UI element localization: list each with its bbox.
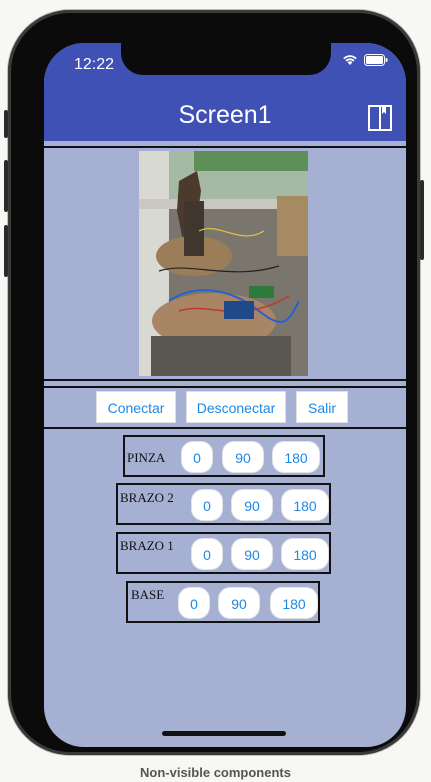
mute-switch [4,110,8,138]
exit-button[interactable]: Salir [296,391,348,423]
brazo-1-0-button[interactable]: 0 [191,538,223,570]
control-row-brazo-2: BRAZO 2 0 90 180 [116,483,331,525]
pinza-90-button[interactable]: 90 [222,441,264,473]
connect-button[interactable]: Conectar [96,391,176,423]
screen-title: Screen1 [178,101,272,129]
status-time: 12:22 [74,56,115,73]
connection-buttons: Conectar Desconectar Salir [44,391,406,423]
control-label: BRAZO 2 [120,490,174,505]
control-row-base: BASE 0 90 180 [126,581,320,623]
battery-icon [364,53,388,71]
pinza-0-button[interactable]: 0 [181,441,213,473]
pinza-180-button[interactable]: 180 [272,441,320,473]
divider-photo-bottom-2 [44,386,406,388]
divider-top [44,146,406,148]
base-180-button[interactable]: 180 [270,587,318,619]
app-screen: 12:22 Screen1 [44,43,406,747]
base-0-button[interactable]: 0 [178,587,210,619]
control-label: PINZA [127,450,166,465]
wifi-icon [342,53,358,71]
robot-arm-photo [139,151,308,376]
power-button [420,180,424,260]
non-visible-components-label: Non-visible components [140,765,291,780]
divider-buttons-bottom [44,427,406,429]
disconnect-button[interactable]: Desconectar [186,391,286,423]
divider-photo-bottom-1 [44,379,406,381]
book-icon[interactable] [368,105,392,136]
volume-up-button [4,160,8,212]
phone-frame: 12:22 Screen1 [4,10,424,755]
control-label: BRAZO 1 [120,538,174,553]
control-row-brazo-1: BRAZO 1 0 90 180 [116,532,331,574]
brazo-1-90-button[interactable]: 90 [231,538,273,570]
home-indicator[interactable] [162,731,286,736]
brazo-2-180-button[interactable]: 180 [281,489,329,521]
control-label: BASE [131,587,165,602]
base-90-button[interactable]: 90 [218,587,260,619]
notch [121,43,331,75]
brazo-2-0-button[interactable]: 0 [191,489,223,521]
brazo-2-90-button[interactable]: 90 [231,489,273,521]
status-icons [342,53,388,71]
brazo-1-180-button[interactable]: 180 [281,538,329,570]
control-row-pinza: PINZA 0 90 180 [123,435,325,477]
volume-down-button [4,225,8,277]
